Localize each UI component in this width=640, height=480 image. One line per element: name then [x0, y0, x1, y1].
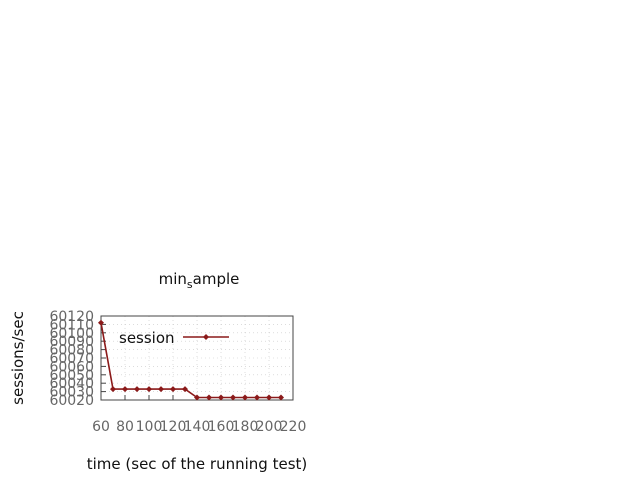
data-point	[158, 386, 164, 393]
x-tick-label: 140	[184, 419, 211, 435]
data-point	[98, 319, 104, 326]
y-tick-label: 60090	[49, 334, 94, 350]
y-tick-label: 60100	[49, 326, 94, 342]
x-tick-label: 180	[232, 419, 259, 435]
x-tick-label: 220	[280, 419, 307, 435]
y-tick-label: 60060	[49, 359, 94, 375]
legend-marker-session	[203, 334, 209, 340]
data-point	[218, 394, 224, 401]
data-point	[134, 386, 140, 393]
data-point	[170, 386, 176, 393]
y-tick-label: 60030	[49, 385, 94, 401]
series-group	[98, 319, 284, 401]
data-point	[206, 394, 212, 401]
x-tick-label: 60	[92, 419, 110, 435]
y-axis-tick-labels: 6002060030600406005060060600706008060090…	[49, 309, 94, 409]
x-tick-label: 120	[160, 419, 187, 435]
series-line-session	[100, 322, 281, 399]
legend: session	[119, 329, 229, 347]
x-tick-label: 200	[256, 419, 283, 435]
x-tick-label: 100	[136, 419, 163, 435]
x-tick-label: 80	[116, 419, 134, 435]
x-axis-label: time (sec of the running test)	[87, 455, 308, 473]
data-point	[266, 394, 272, 401]
data-point	[182, 386, 188, 393]
data-point	[110, 386, 116, 393]
y-tick-label: 60120	[49, 309, 94, 325]
data-point	[242, 394, 248, 401]
y-tick-label: 60020	[49, 393, 94, 409]
y-tick-label: 60080	[49, 343, 94, 359]
chart-title: minsample	[159, 270, 240, 291]
x-tick-label: 160	[208, 419, 235, 435]
legend-label-session: session	[119, 329, 175, 347]
y-tick-label: 60070	[49, 351, 94, 367]
data-point	[230, 394, 236, 401]
data-point	[278, 394, 284, 401]
y-tick-label: 60110	[49, 317, 94, 333]
y-axis-label: sessions/sec	[9, 311, 27, 405]
data-point	[122, 386, 128, 393]
data-point	[194, 394, 200, 401]
data-point	[146, 386, 152, 393]
y-tick-label: 60040	[49, 376, 94, 392]
data-point	[254, 394, 260, 401]
y-tick-label: 60050	[49, 368, 94, 384]
